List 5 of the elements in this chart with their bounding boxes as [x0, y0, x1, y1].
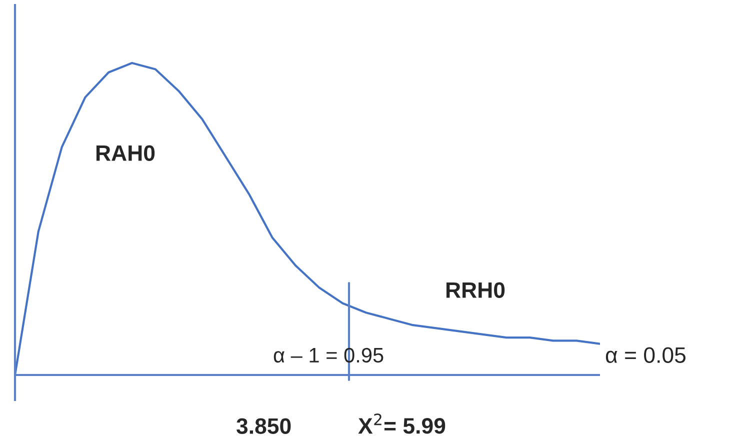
text: α = 0.05 — [606, 347, 686, 363]
annotation: RRH0 — [446, 282, 505, 298]
text: 3.850 — [236, 418, 291, 434]
text: X$^{2}$= 5.99 — [358, 414, 446, 434]
annotation: RAH0 — [96, 145, 155, 161]
